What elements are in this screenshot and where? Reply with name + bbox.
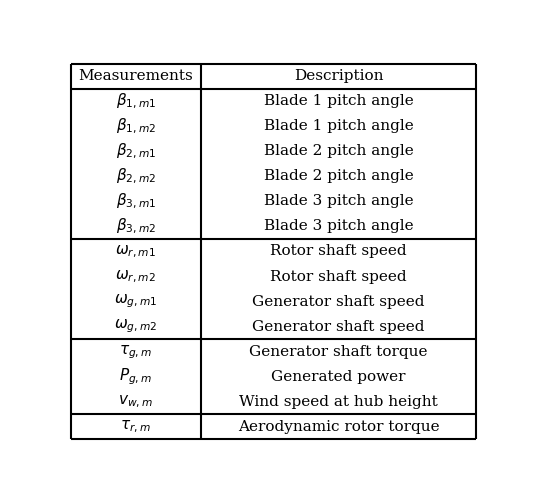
Text: $\beta_{3,m2}$: $\beta_{3,m2}$ xyxy=(116,217,156,236)
Text: Blade 1 pitch angle: Blade 1 pitch angle xyxy=(264,119,413,133)
Text: $\omega_{g,m2}$: $\omega_{g,m2}$ xyxy=(114,318,158,336)
Text: Generator shaft speed: Generator shaft speed xyxy=(253,320,425,334)
Text: $\tau_{g,m}$: $\tau_{g,m}$ xyxy=(119,343,152,361)
Text: Wind speed at hub height: Wind speed at hub height xyxy=(239,395,438,409)
Text: $v_{w,m}$: $v_{w,m}$ xyxy=(119,393,153,410)
Text: $\beta_{2,m1}$: $\beta_{2,m1}$ xyxy=(116,141,156,161)
Text: Generator shaft torque: Generator shaft torque xyxy=(249,345,428,359)
Text: $\beta_{3,m1}$: $\beta_{3,m1}$ xyxy=(116,192,156,211)
Text: $\beta_{1,m1}$: $\beta_{1,m1}$ xyxy=(116,92,156,111)
Text: $\omega_{r,m2}$: $\omega_{r,m2}$ xyxy=(115,268,156,285)
Text: Generated power: Generated power xyxy=(271,370,406,384)
Text: Aerodynamic rotor torque: Aerodynamic rotor torque xyxy=(238,420,439,434)
Text: Rotor shaft speed: Rotor shaft speed xyxy=(270,269,407,283)
Text: $\beta_{1,m2}$: $\beta_{1,m2}$ xyxy=(116,117,156,136)
Text: Rotor shaft speed: Rotor shaft speed xyxy=(270,245,407,258)
Text: Description: Description xyxy=(294,69,383,83)
Text: Blade 3 pitch angle: Blade 3 pitch angle xyxy=(264,194,413,208)
Text: Blade 3 pitch angle: Blade 3 pitch angle xyxy=(264,220,413,234)
Text: $\omega_{g,m1}$: $\omega_{g,m1}$ xyxy=(114,293,158,310)
Text: $\beta_{2,m2}$: $\beta_{2,m2}$ xyxy=(116,167,156,186)
Text: $\omega_{r,m1}$: $\omega_{r,m1}$ xyxy=(115,244,156,259)
Text: Blade 2 pitch angle: Blade 2 pitch angle xyxy=(264,144,413,158)
Text: Blade 1 pitch angle: Blade 1 pitch angle xyxy=(264,94,413,108)
Text: Measurements: Measurements xyxy=(78,69,193,83)
Text: $\tau_{r,m}$: $\tau_{r,m}$ xyxy=(121,419,151,435)
Text: $P_{g,m}$: $P_{g,m}$ xyxy=(119,367,152,387)
Text: Generator shaft speed: Generator shaft speed xyxy=(253,295,425,309)
Text: Blade 2 pitch angle: Blade 2 pitch angle xyxy=(264,169,413,183)
